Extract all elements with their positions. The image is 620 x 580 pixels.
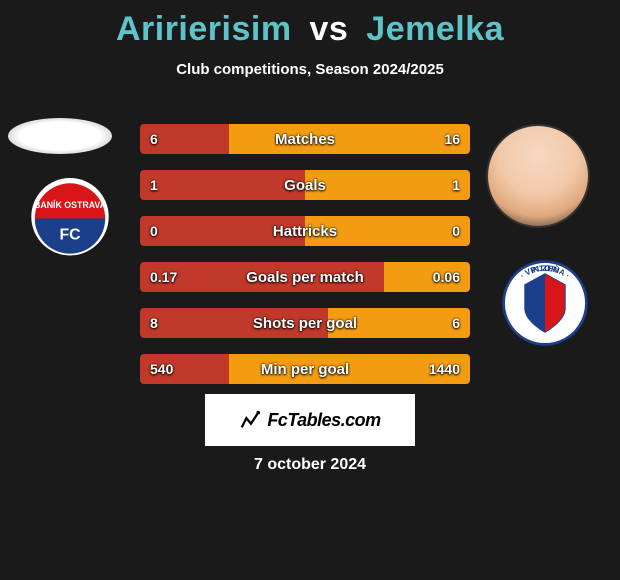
- comparison-bars: 616Matches 11Goals 00Hattricks 0.170.06Goal…: [140, 124, 470, 400]
- svg-text:BANÍK OSTRAVA: BANÍK OSTRAVA: [34, 200, 107, 210]
- player1-name: Aririerisim: [116, 10, 292, 48]
- player2-club-crest: PLZEŇ · VIKTORIA ·: [500, 258, 590, 348]
- brand-icon: [239, 409, 261, 431]
- player1-avatar: [8, 118, 112, 154]
- stat-label: Shots per goal: [140, 308, 470, 338]
- player1-club-crest: BANÍK OSTRAVA FC: [22, 178, 118, 266]
- date-label: 7 october 2024: [0, 456, 620, 474]
- stat-label: Min per goal: [140, 354, 470, 384]
- stat-row: 616Matches: [140, 124, 470, 154]
- stat-row: 86Shots per goal: [140, 308, 470, 338]
- subtitle: Club competitions, Season 2024/2025: [0, 61, 620, 78]
- stat-label: Goals per match: [140, 262, 470, 292]
- stat-row: 11Goals: [140, 170, 470, 200]
- vs-label: vs: [310, 10, 349, 48]
- brand-text: FcTables.com: [267, 410, 380, 431]
- player2-name: Jemelka: [366, 10, 504, 48]
- page-title: Aririerisim vs Jemelka: [0, 0, 620, 49]
- stat-label: Matches: [140, 124, 470, 154]
- stat-label: Goals: [140, 170, 470, 200]
- stat-row: 0.170.06Goals per match: [140, 262, 470, 292]
- brand-badge: FcTables.com: [205, 394, 415, 446]
- svg-text:FC: FC: [59, 227, 80, 244]
- stat-row: 5401440Min per goal: [140, 354, 470, 384]
- stat-row: 00Hattricks: [140, 216, 470, 246]
- player2-avatar: [488, 126, 588, 226]
- stat-label: Hattricks: [140, 216, 470, 246]
